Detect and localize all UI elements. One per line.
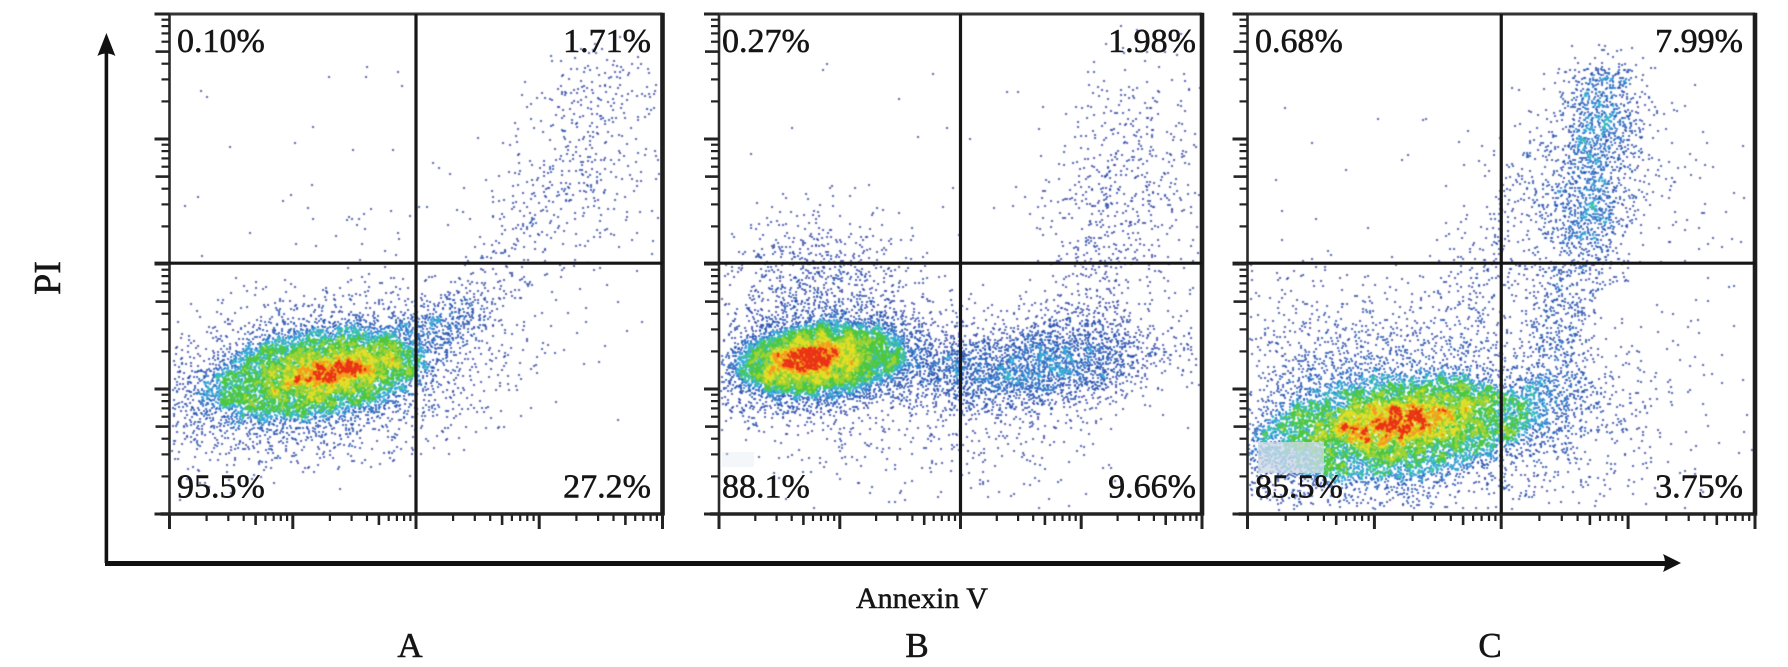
svg-text:0.68%: 0.68%	[1255, 23, 1343, 60]
svg-text:Annexin V: Annexin V	[856, 582, 988, 615]
svg-text:7.99%: 7.99%	[1655, 23, 1743, 60]
svg-text:0.10%: 0.10%	[177, 23, 265, 60]
svg-text:B: B	[905, 626, 928, 665]
svg-text:85.5%: 85.5%	[1255, 468, 1343, 505]
svg-text:95.5%: 95.5%	[177, 468, 265, 505]
svg-text:1.71%: 1.71%	[563, 23, 651, 60]
svg-text:C: C	[1478, 626, 1501, 665]
svg-text:1.98%: 1.98%	[1108, 23, 1196, 60]
svg-text:0.27%: 0.27%	[722, 23, 810, 60]
svg-text:A: A	[397, 626, 423, 665]
svg-text:9.66%: 9.66%	[1108, 468, 1196, 505]
svg-text:3.75%: 3.75%	[1655, 468, 1743, 505]
svg-text:88.1%: 88.1%	[722, 468, 810, 505]
svg-text:PI: PI	[27, 261, 69, 295]
svg-text:27.2%: 27.2%	[563, 468, 651, 505]
